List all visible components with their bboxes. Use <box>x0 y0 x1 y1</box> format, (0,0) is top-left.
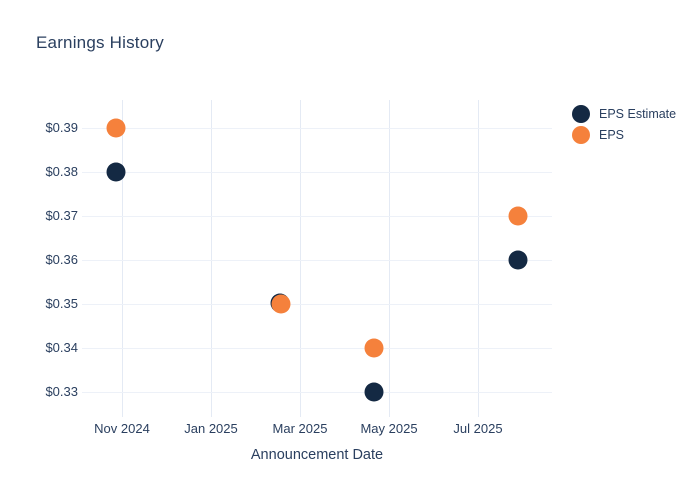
y-tick-label: $0.36 <box>45 252 78 267</box>
data-point-eps[interactable] <box>106 118 126 138</box>
legend-marker-eps-estimate-icon <box>572 105 590 123</box>
y-gridline <box>82 127 552 129</box>
y-tick-label: $0.34 <box>45 340 78 355</box>
y-tick-label: $0.39 <box>45 120 78 135</box>
x-gridline <box>299 100 301 417</box>
x-tick-label: May 2025 <box>360 421 418 436</box>
y-tick-label: $0.37 <box>45 208 78 223</box>
legend-label: EPS Estimate <box>599 107 677 121</box>
y-tick-label: $0.35 <box>45 296 78 311</box>
x-axis-title: Announcement Date <box>250 447 384 463</box>
y-gridline <box>82 303 552 305</box>
x-tick-label: Jul 2025 <box>453 421 503 436</box>
x-tick-label: Jan 2025 <box>184 421 238 436</box>
x-gridline <box>477 100 479 417</box>
x-gridline <box>210 100 212 417</box>
y-gridline <box>82 259 552 261</box>
legend-item-eps-estimate[interactable]: EPS Estimate <box>572 104 676 124</box>
data-point-eps[interactable] <box>271 294 291 314</box>
legend-item-eps[interactable]: EPS <box>572 125 676 145</box>
legend-label: EPS <box>599 128 625 142</box>
y-tick-label: $0.33 <box>45 384 78 399</box>
y-gridline <box>82 215 552 217</box>
data-point-eps-estimate[interactable] <box>106 162 126 182</box>
x-gridline <box>388 100 390 417</box>
x-tick-label: Mar 2025 <box>272 421 328 436</box>
data-point-eps-estimate[interactable] <box>508 250 528 270</box>
y-gridline <box>82 391 552 393</box>
y-tick-label: $0.38 <box>45 164 78 179</box>
legend: EPS Estimate EPS <box>572 104 676 145</box>
legend-marker-eps-icon <box>572 126 590 144</box>
y-gridline <box>82 347 552 349</box>
data-point-eps[interactable] <box>364 338 384 358</box>
x-tick-label: Nov 2024 <box>94 421 150 436</box>
y-gridline <box>82 171 552 173</box>
data-point-eps[interactable] <box>508 206 528 226</box>
data-point-eps-estimate[interactable] <box>364 382 384 402</box>
chart-title: Earnings History <box>36 33 164 52</box>
x-gridline <box>121 100 123 417</box>
